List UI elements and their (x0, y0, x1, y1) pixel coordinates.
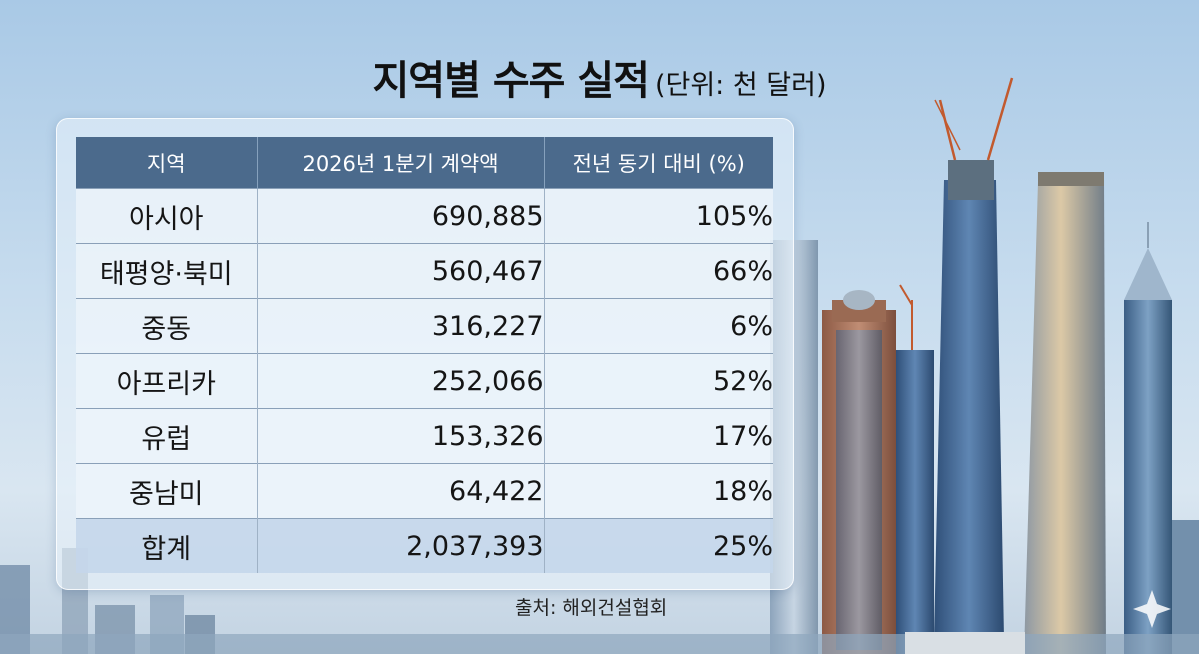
ratio-cell: 52% (544, 353, 773, 409)
tall-tower (934, 77, 1014, 640)
table-row: 유럽 153,326 17% (76, 408, 773, 464)
region-cell: 아시아 (76, 188, 258, 244)
table-row: 태평양·북미 560,467 66% (76, 243, 773, 299)
dome-tower (822, 290, 896, 654)
contracts-table: 지역 2026년 1분기 계약액 전년 동기 대비 (%) 아시아 690,88… (76, 137, 773, 573)
amount-cell: 690,885 (257, 188, 545, 244)
twisted-tower (1024, 172, 1106, 654)
total-amount-cell: 2,037,393 (257, 518, 545, 573)
ratio-cell: 6% (544, 298, 773, 354)
header-amount: 2026년 1분기 계약액 (257, 137, 545, 189)
page-title: 지역별 수주 실적 (단위: 천 달러) (0, 48, 1199, 106)
crane-tower (896, 284, 934, 654)
ratio-cell: 17% (544, 408, 773, 464)
table-row: 아프리카 252,066 52% (76, 353, 773, 409)
ratio-cell: 18% (544, 463, 773, 519)
title-unit: (단위: 천 달러) (654, 70, 827, 101)
table-row: 중남미 64,422 18% (76, 463, 773, 519)
amount-cell: 560,467 (257, 243, 545, 299)
table-total-row: 합계 2,037,393 25% (76, 518, 773, 573)
table-header-row: 지역 2026년 1분기 계약액 전년 동기 대비 (%) (76, 137, 773, 189)
header-ratio: 전년 동기 대비 (%) (544, 137, 773, 189)
sparkle-icon (1133, 590, 1171, 628)
total-region-cell: 합계 (76, 518, 258, 573)
amount-cell: 64,422 (257, 463, 545, 519)
ratio-cell: 105% (544, 188, 773, 244)
region-cell: 아프리카 (76, 353, 258, 409)
total-ratio-cell: 25% (544, 518, 773, 573)
title-main: 지역별 수주 실적 (372, 58, 650, 104)
spire-tower (1124, 222, 1199, 654)
region-cell: 유럽 (76, 408, 258, 464)
table-row: 중동 316,227 6% (76, 298, 773, 354)
amount-cell: 252,066 (257, 353, 545, 409)
amount-cell: 153,326 (257, 408, 545, 464)
ratio-cell: 66% (544, 243, 773, 299)
header-region: 지역 (76, 137, 258, 189)
amount-cell: 316,227 (257, 298, 545, 354)
region-cell: 중남미 (76, 463, 258, 519)
region-cell: 태평양·북미 (76, 243, 258, 299)
table-row: 아시아 690,885 105% (76, 188, 773, 244)
region-cell: 중동 (76, 298, 258, 354)
source-note: 출처: 해외건설협회 (515, 597, 668, 619)
